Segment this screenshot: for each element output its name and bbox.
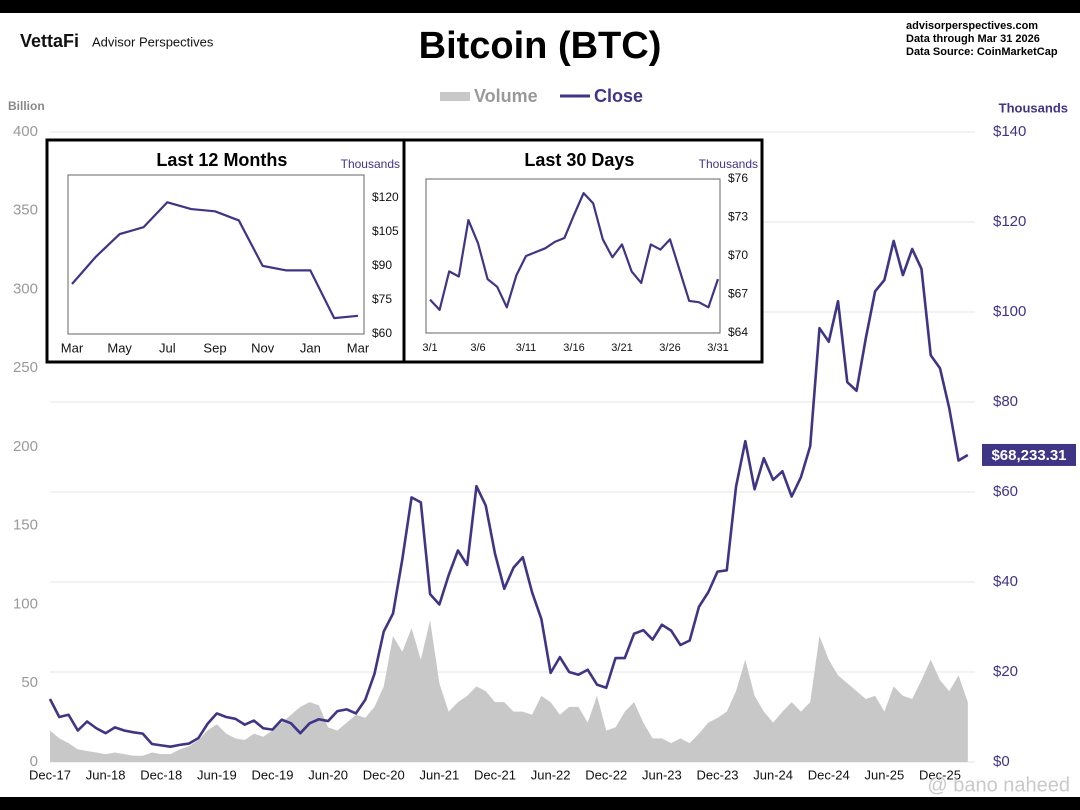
top-bar xyxy=(0,0,1080,13)
inset-x-tick-label: Jul xyxy=(159,340,176,355)
x-tick-label: Jun-21 xyxy=(420,767,460,782)
x-tick-label: Jun-18 xyxy=(86,767,126,782)
inset-y-tick-label: $64 xyxy=(728,325,748,339)
x-tick-label: Dec-25 xyxy=(919,767,961,782)
inset-frame xyxy=(402,138,764,364)
y-tick-label: 200 xyxy=(13,438,38,455)
inset-price-line xyxy=(71,201,359,320)
y2-tick-label: $120 xyxy=(993,213,1026,230)
inset-x-tick-label: 3/16 xyxy=(563,342,584,354)
data-through: Data through Mar 31 2026 xyxy=(906,33,1040,45)
x-tick-label: Jun-19 xyxy=(197,767,237,782)
x-tick-label: Jun-22 xyxy=(531,767,571,782)
volume-area xyxy=(50,620,968,762)
x-tick-label: Dec-22 xyxy=(585,767,627,782)
inset-x-tick-label: 3/1 xyxy=(422,342,437,354)
y2-tick-label: $60 xyxy=(993,483,1018,500)
y2-tick-label: $40 xyxy=(993,573,1018,590)
x-tick-label: Dec-19 xyxy=(252,767,294,782)
inset-y-tick-label: $75 xyxy=(372,292,392,306)
x-tick-label: Dec-17 xyxy=(29,767,71,782)
x-tick-label: Dec-18 xyxy=(140,767,182,782)
x-tick-label: Dec-21 xyxy=(474,767,516,782)
site: advisorperspectives.com xyxy=(906,20,1038,32)
y2-tick-label: $0 xyxy=(993,753,1010,770)
inset-x-tick-label: Mar xyxy=(347,340,370,355)
y2-tick-label: $80 xyxy=(993,393,1018,410)
x-tick-label: Dec-24 xyxy=(808,767,850,782)
inset-y-tick-label: $120 xyxy=(372,190,399,204)
x-tick-label: Dec-20 xyxy=(363,767,405,782)
inset-price-line xyxy=(429,192,720,311)
y-tick-label: 350 xyxy=(13,202,38,219)
y2-tick-label: $20 xyxy=(993,663,1018,680)
x-tick-label: Dec-23 xyxy=(697,767,739,782)
y-axis-title: Billion xyxy=(8,99,45,113)
inset-y-axis-title: Thousands xyxy=(341,157,400,171)
inset-x-tick-label: May xyxy=(107,340,132,355)
watermark: @ bano naheed xyxy=(927,774,1070,796)
inset-y-tick-label: $105 xyxy=(372,224,399,238)
inset-plot-area xyxy=(425,178,721,334)
inset-x-tick-label: 3/6 xyxy=(470,342,485,354)
brand: Advisor Perspectives xyxy=(92,34,214,49)
x-tick-label: Jun-25 xyxy=(865,767,905,782)
y2-axis-title: Thousands xyxy=(999,100,1068,115)
y-tick-label: 150 xyxy=(13,517,38,534)
legend-swatch xyxy=(440,92,470,101)
y-tick-label: 250 xyxy=(13,359,38,376)
inset-frame xyxy=(45,138,406,364)
x-tick-label: Jun-23 xyxy=(642,767,682,782)
inset-x-tick-label: Jan xyxy=(300,340,321,355)
logo: VettaFi xyxy=(20,31,79,51)
inset-x-tick-label: Mar xyxy=(61,340,84,355)
x-tick-label: Jun-24 xyxy=(753,767,793,782)
last-value-label: $68,233.31 xyxy=(991,447,1066,464)
y-tick-label: 50 xyxy=(21,674,38,691)
inset-y-tick-label: $67 xyxy=(728,287,748,301)
bottom-bar xyxy=(0,797,1080,810)
inset-x-tick-label: Nov xyxy=(251,340,275,355)
legend-label: Close xyxy=(594,86,643,106)
inset-title: Last 12 Months xyxy=(156,150,287,170)
y-tick-label: 0 xyxy=(30,753,38,770)
inset-x-tick-label: 3/31 xyxy=(707,342,728,354)
inset-y-axis-title: Thousands xyxy=(699,157,758,171)
inset-x-tick-label: Sep xyxy=(203,340,226,355)
y-tick-label: 100 xyxy=(13,595,38,612)
y-tick-label: 300 xyxy=(13,280,38,297)
data-source: Data Source: CoinMarketCap xyxy=(906,46,1058,58)
inset-plot-area xyxy=(67,174,365,335)
y2-tick-label: $100 xyxy=(993,303,1026,320)
legend-label: Volume xyxy=(474,86,538,106)
close-line xyxy=(48,239,969,748)
x-tick-label: Jun-20 xyxy=(308,767,348,782)
inset-x-tick-label: 3/11 xyxy=(516,342,537,354)
inset-y-tick-label: $76 xyxy=(728,171,748,185)
inset-x-tick-label: 3/26 xyxy=(659,342,680,354)
y-tick-label: 400 xyxy=(13,123,38,140)
inset-title: Last 30 Days xyxy=(524,150,634,170)
inset-y-tick-label: $60 xyxy=(372,326,392,340)
inset-x-tick-label: 3/21 xyxy=(611,342,632,354)
y2-tick-label: $140 xyxy=(993,123,1026,140)
inset-y-tick-label: $70 xyxy=(728,248,748,262)
inset-y-tick-label: $73 xyxy=(728,210,748,224)
chart-title: Bitcoin (BTC) xyxy=(419,25,662,67)
last-value-badge xyxy=(982,443,1076,466)
inset-y-tick-label: $90 xyxy=(372,258,392,272)
